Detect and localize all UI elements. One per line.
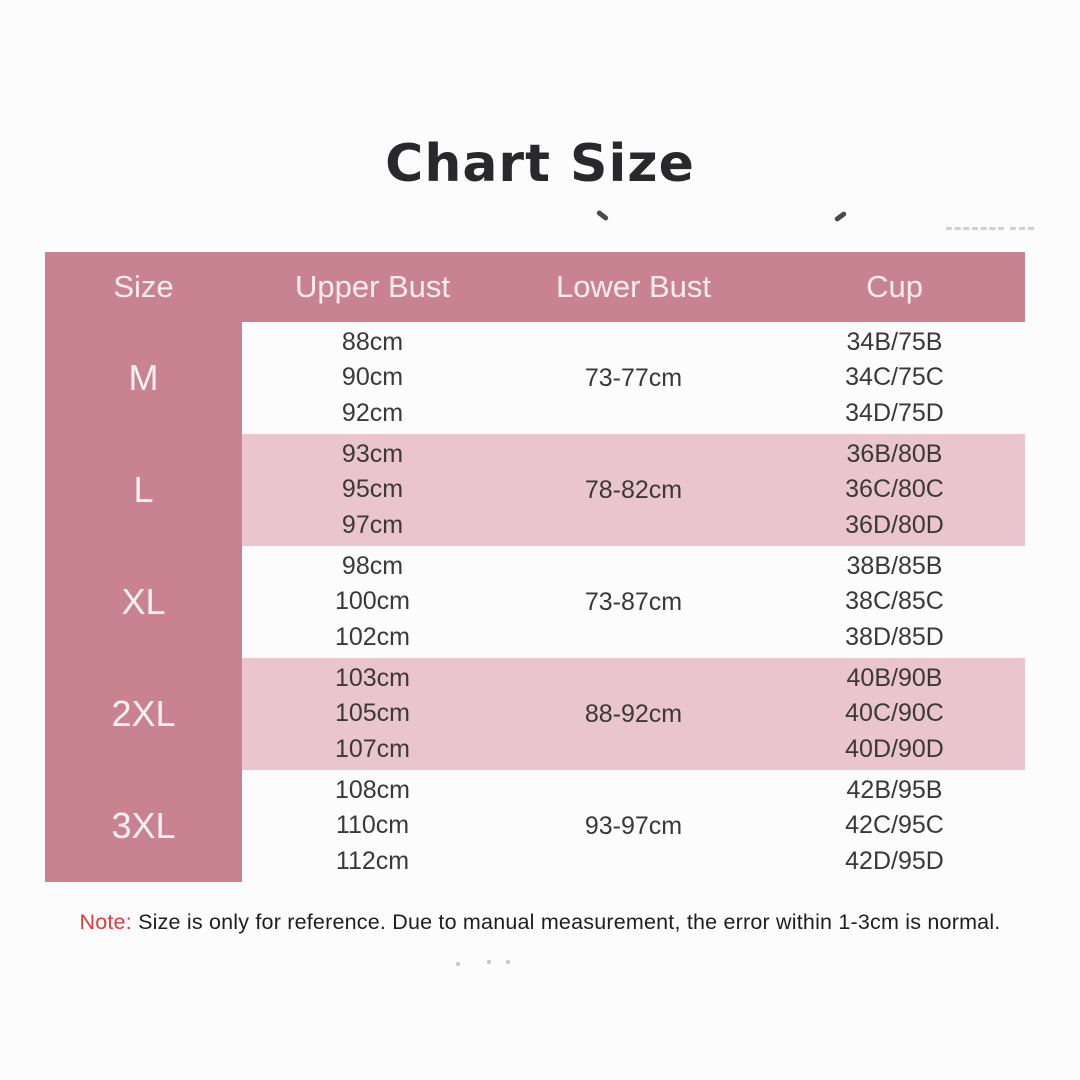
upper-bust-value: 98cm xyxy=(341,552,404,581)
upper-bust-value: 95cm xyxy=(341,475,404,504)
table-group-m: M 88cm 90cm 92cm 73-77cm 34B/75B 34C/75C… xyxy=(45,322,1025,434)
column-header-upper-bust: Upper Bust xyxy=(294,269,451,304)
cup-value: 38D/85D xyxy=(845,622,944,651)
table-header-row: Size Upper Bust Lower Bust Cup xyxy=(45,252,1025,322)
artifact-dot xyxy=(456,962,460,966)
note-label: Note: xyxy=(79,910,132,934)
upper-bust-value: 102cm xyxy=(334,622,411,651)
lower-bust-value: 93-97cm xyxy=(584,811,683,840)
size-label: L xyxy=(45,434,242,546)
cup-value: 34B/75B xyxy=(846,328,943,357)
cup-value: 42B/95B xyxy=(846,776,943,805)
table-group-xl: XL 98cm 100cm 102cm 73-87cm 38B/85B 38C/… xyxy=(45,546,1025,658)
page-title: Chart Size xyxy=(385,134,695,194)
cup-value: 42C/95C xyxy=(845,811,944,840)
cup-value: 34C/75C xyxy=(845,363,944,392)
cup-value: 40C/90C xyxy=(845,699,944,728)
upper-bust-value: 108cm xyxy=(334,776,411,805)
cup-value: 40D/90D xyxy=(845,734,944,763)
cup-value: 36B/80B xyxy=(846,440,943,469)
artifact-smudge xyxy=(1010,227,1034,230)
size-table: Size Upper Bust Lower Bust Cup M 88cm 90… xyxy=(45,252,1025,882)
lower-bust-value: 88-92cm xyxy=(503,658,764,770)
lower-bust-value: 73-77cm xyxy=(584,363,683,392)
upper-bust-values: 93cm 95cm 97cm xyxy=(242,434,503,546)
cup-values: 42B/95B 42C/95C 42D/95D xyxy=(764,770,1025,882)
upper-bust-value: 110cm xyxy=(335,811,410,840)
cup-value: 34D/75D xyxy=(845,398,944,427)
cup-value: 36D/80D xyxy=(845,510,944,539)
upper-bust-value: 103cm xyxy=(334,664,411,693)
upper-bust-values: 108cm 110cm 112cm xyxy=(242,770,503,882)
cup-value: 36C/80C xyxy=(845,475,944,504)
cup-value: 40B/90B xyxy=(846,664,943,693)
table-group-3xl: 3XL 108cm 110cm 112cm 93-97cm 42B/95B 42… xyxy=(45,770,1025,882)
size-label: M xyxy=(45,322,242,434)
note-text: Size is only for reference. Due to manua… xyxy=(131,910,1001,934)
cup-values: 36B/80B 36C/80C 36D/80D xyxy=(764,434,1025,546)
upper-bust-value: 105cm xyxy=(334,699,411,728)
column-header-cup: Cup xyxy=(866,269,923,304)
upper-bust-value: 100cm xyxy=(334,587,411,616)
cup-value: 42D/95D xyxy=(845,846,944,875)
upper-bust-value: 88cm xyxy=(341,328,404,357)
artifact-dot xyxy=(506,960,510,964)
artifact-stroke-icon xyxy=(833,210,848,223)
upper-bust-value: 97cm xyxy=(341,510,404,539)
column-header-size: Size xyxy=(113,269,174,304)
cup-values: 40B/90B 40C/90C 40D/90D xyxy=(764,658,1025,770)
lower-bust-value: 78-82cm xyxy=(503,434,764,546)
upper-bust-values: 98cm 100cm 102cm xyxy=(242,546,503,658)
cup-value: 38C/85C xyxy=(845,587,944,616)
upper-bust-value: 92cm xyxy=(341,398,404,427)
upper-bust-value: 90cm xyxy=(341,363,404,392)
artifact-stroke-icon xyxy=(595,209,610,222)
column-header-lower-bust: Lower Bust xyxy=(555,269,712,304)
note: Note: Size is only for reference. Due to… xyxy=(0,910,1080,935)
upper-bust-values: 88cm 90cm 92cm xyxy=(242,322,503,434)
size-label: 2XL xyxy=(45,658,242,770)
size-label: 3XL xyxy=(45,770,242,882)
artifact-dot xyxy=(487,960,491,964)
size-label: XL xyxy=(45,546,242,658)
table-group-l: L 93cm 95cm 97cm 78-82cm 36B/80B 36C/80C… xyxy=(45,434,1025,546)
upper-bust-value: 107cm xyxy=(334,734,411,763)
upper-bust-value: 93cm xyxy=(341,440,404,469)
upper-bust-values: 103cm 105cm 107cm xyxy=(242,658,503,770)
lower-bust-value: 73-87cm xyxy=(584,587,683,616)
cup-value: 38B/85B xyxy=(846,552,943,581)
artifact-smudge xyxy=(946,227,1004,230)
upper-bust-value: 112cm xyxy=(335,846,410,875)
cup-values: 38B/85B 38C/85C 38D/85D xyxy=(764,546,1025,658)
table-group-2xl: 2XL 103cm 105cm 107cm 88-92cm 40B/90B 40… xyxy=(45,658,1025,770)
cup-values: 34B/75B 34C/75C 34D/75D xyxy=(764,322,1025,434)
